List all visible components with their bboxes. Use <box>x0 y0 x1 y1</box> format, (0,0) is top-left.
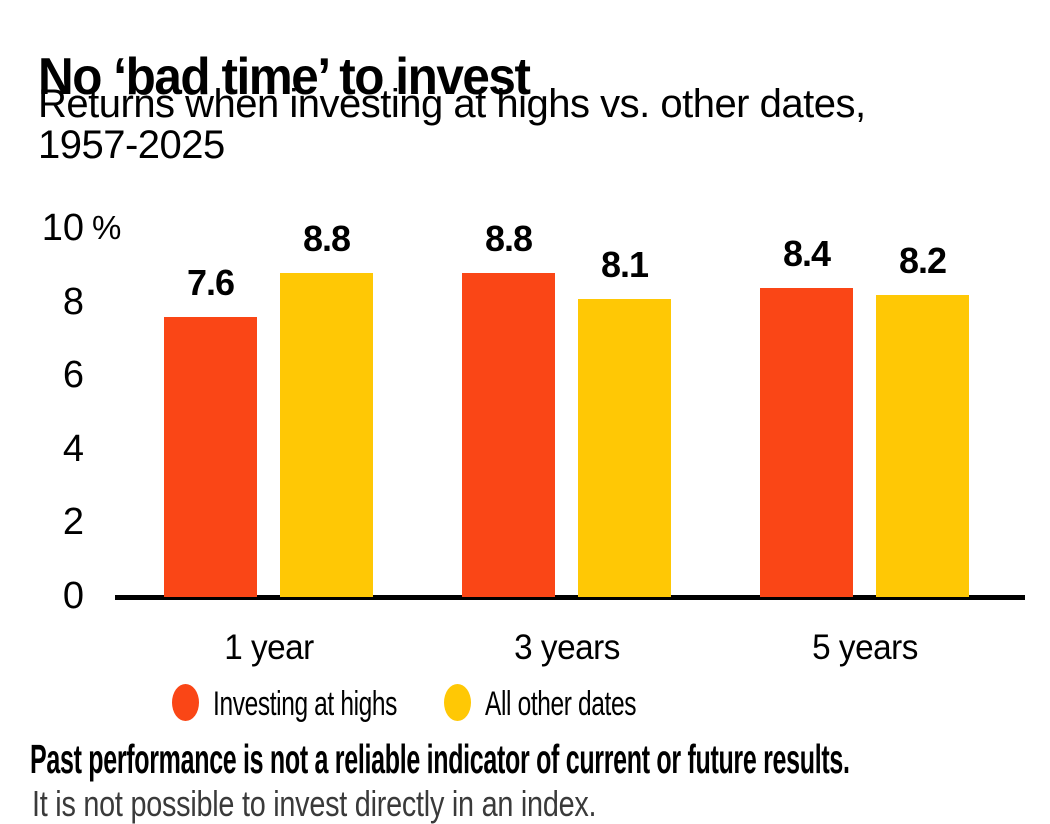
bar-investing-at-highs <box>164 317 257 597</box>
y-tick-label: 8 <box>62 280 84 323</box>
bar-group-5-years: 8.4 8.2 <box>760 0 969 597</box>
chart-title: No ‘bad time’ to invest <box>38 47 531 106</box>
x-axis-line <box>115 595 1025 600</box>
bar-value-label: 8.8 <box>484 218 533 260</box>
bar-value-label: 8.8 <box>302 218 351 260</box>
y-axis-unit: % <box>92 209 122 247</box>
x-axis-label: 3 years <box>513 628 620 667</box>
clipped-footnote-text: It is not possible to invest directly in… <box>32 783 597 824</box>
legend-swatch-investing-at-highs <box>172 684 199 721</box>
y-tick-label: 0 <box>62 575 84 618</box>
bar-group-1-year: 7.6 8.8 <box>164 0 373 597</box>
y-tick-label: 2 <box>62 501 84 544</box>
legend-label-investing-at-highs: Investing at highs <box>213 685 398 723</box>
bar-all-other-dates <box>876 295 969 597</box>
bar-investing-at-highs <box>760 287 853 597</box>
bar-all-other-dates <box>280 273 373 597</box>
bar-column: 8.8 <box>462 221 555 597</box>
bar-column: 8.2 <box>876 243 969 597</box>
bar-value-label: 8.4 <box>782 232 831 274</box>
bar-column: 8.1 <box>578 243 671 597</box>
chart-subtitle: Returns when investing at highs vs. othe… <box>38 82 866 167</box>
bar-column: 8.8 <box>280 221 373 597</box>
legend-swatch-all-other-dates <box>444 684 471 721</box>
x-axis-label: 5 years <box>811 628 918 667</box>
legend: Investing at highs All other dates <box>0 684 1050 724</box>
x-axis-label: 1 year <box>223 628 314 667</box>
bar-column: 7.6 <box>164 265 257 597</box>
legend-label-all-other-dates: All other dates <box>485 685 637 723</box>
y-tick-label: 6 <box>62 354 84 397</box>
bar-chart: 0 2 4 6 8 10% 7.6 8.8 1 year 8.8 8.1 3 years 8.4 8.2 5… <box>41 0 1025 667</box>
bar-value-label: 7.6 <box>186 262 235 304</box>
bar-value-label: 8.2 <box>898 240 947 282</box>
y-tick-label: 4 <box>62 427 84 470</box>
bar-group-3-years: 8.8 8.1 <box>462 0 671 597</box>
disclaimer-text: Past performance is not a reliable indic… <box>30 736 850 782</box>
bar-investing-at-highs <box>462 273 555 597</box>
y-tick-label: 10% <box>41 207 122 250</box>
bar-all-other-dates <box>578 298 671 597</box>
bar-column: 8.4 <box>760 232 853 597</box>
bar-value-label: 8.1 <box>600 243 649 285</box>
